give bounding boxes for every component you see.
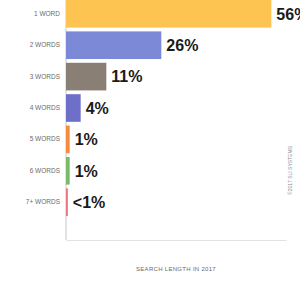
y-tick: 4 WORDS [30, 104, 61, 111]
bar [66, 94, 81, 122]
y-tick: 6 WORDS [30, 167, 61, 174]
data-label: <1% [73, 194, 105, 211]
data-labels: 56% 26% 11%4% 1% 1% <1% [73, 6, 300, 211]
chart: 1 WORD 2 WORDS 3 WORDS 4 WORDS 5 WORDS 6 WORD… [0, 0, 300, 283]
y-tick-label: 2 WORDS [30, 41, 61, 48]
bar [66, 157, 70, 185]
data-label: 1% [75, 131, 98, 148]
annotation: ©2017 SLI SYSTEMS [287, 145, 293, 195]
plot: 1 WORD 2 WORDS 3 WORDS 4 WORDS 5 WORDS 6 WORD… [26, 0, 300, 241]
x-axis-title: SEARCH LENGTH IN 2017 [136, 266, 216, 272]
bar [66, 126, 70, 154]
bar [66, 0, 271, 28]
x-axis [67, 240, 287, 241]
y-tick-label: 4 WORDS [30, 104, 61, 111]
y-tick: 2 WORDS [30, 41, 61, 48]
data-label: 56% [276, 6, 300, 23]
bar [66, 63, 106, 91]
data-label: 11% [111, 68, 142, 85]
y-tick-label: 7+ WORDS [26, 198, 61, 205]
y-tick: 1 WORD [34, 10, 60, 17]
data-label: 1% [75, 163, 98, 180]
bars [66, 0, 271, 216]
data-label: 4% [86, 100, 109, 117]
y-tick: 5 WORDS [30, 135, 61, 142]
bar [66, 31, 161, 59]
y-tick-label: 1 WORD [34, 10, 60, 17]
y-tick-label: 3 WORDS [30, 73, 61, 80]
y-tick: 7+ WORDS [26, 198, 61, 205]
y-tick-label: 5 WORDS [30, 135, 61, 142]
x-axis-line [67, 240, 287, 241]
y-tick: 3 WORDS [30, 73, 61, 80]
bar [66, 188, 68, 216]
data-label: 26% [166, 37, 198, 54]
y-tick-label: 6 WORDS [30, 167, 61, 174]
y-axis: 1 WORD 2 WORDS 3 WORDS 4 WORDS 5 WORDS 6 WORD… [26, 0, 66, 240]
